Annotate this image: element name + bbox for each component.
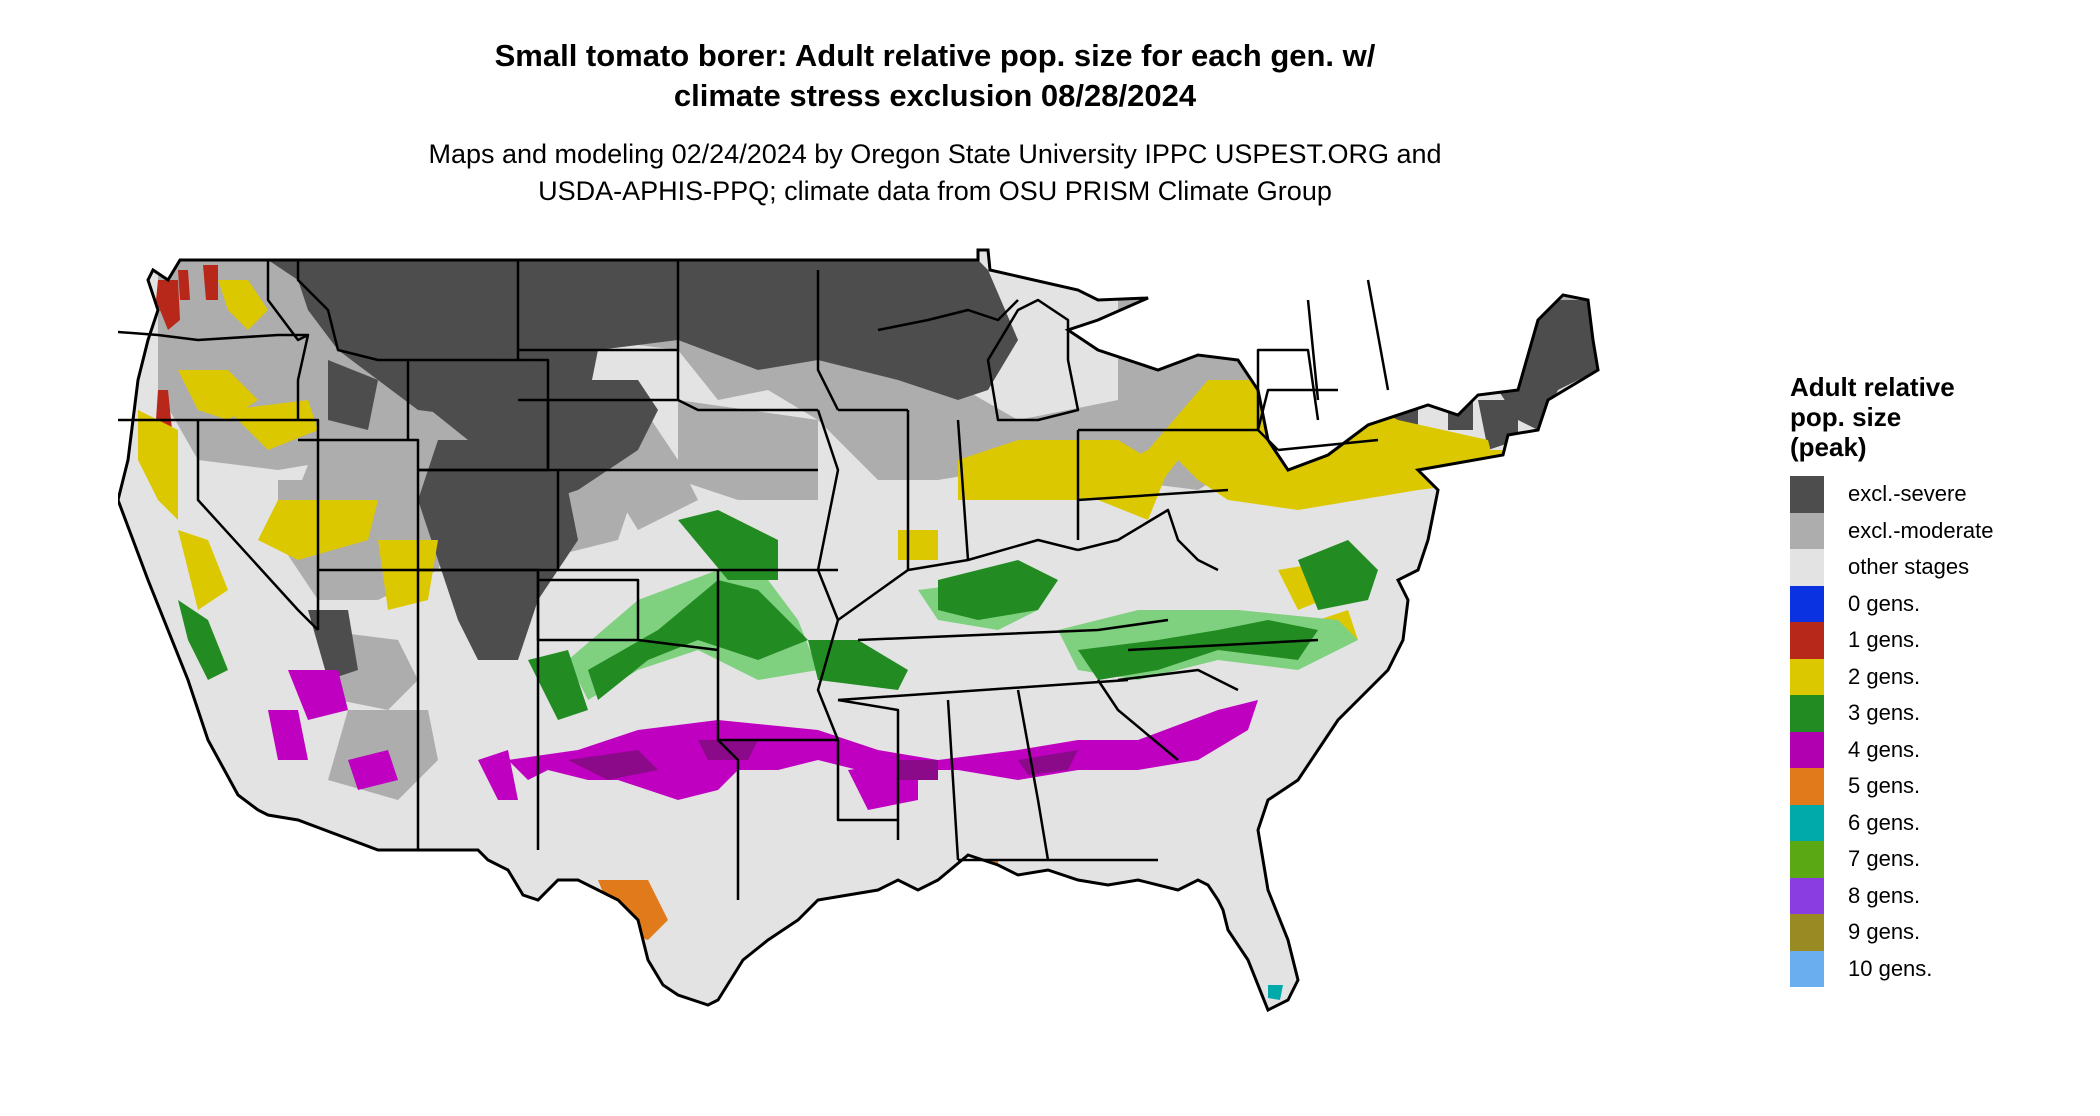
legend-swatch: [1790, 476, 1824, 513]
legend-item: 0 gens.: [1790, 585, 2080, 622]
legend-swatch: [1790, 695, 1824, 732]
title-line-1: Small tomato borer: Adult relative pop. …: [494, 38, 1376, 73]
legend-item: 2 gens.: [1790, 658, 2080, 695]
legend: Adult relative pop. size (peak) excl.-se…: [1790, 372, 2080, 987]
legend-title-line-1: Adult relative: [1790, 372, 1955, 402]
legend-swatch: [1790, 841, 1824, 878]
legend-label: 6 gens.: [1848, 809, 1921, 835]
legend-label: other stages: [1848, 554, 1970, 580]
legend-swatch: [1790, 585, 1824, 622]
legend-swatch: [1790, 950, 1824, 987]
legend-label: 5 gens.: [1848, 773, 1921, 799]
title-line-2: climate stress exclusion 08/28/2024: [673, 78, 1197, 113]
legend-item: 5 gens.: [1790, 768, 2080, 805]
legend-title-line-3: (peak): [1790, 432, 1867, 462]
legend-item: 4 gens.: [1790, 731, 2080, 768]
legend-swatch: [1790, 914, 1824, 951]
legend-item: 1 gens.: [1790, 622, 2080, 659]
subtitle-line-2: USDA-APHIS-PPQ; climate data from OSU PR…: [538, 176, 1332, 206]
subtitle-line-1: Maps and modeling 02/24/2024 by Oregon S…: [428, 139, 1442, 169]
legend-item: 8 gens.: [1790, 877, 2080, 914]
legend-item: other stages: [1790, 549, 2080, 586]
legend-title-line-2: pop. size: [1790, 402, 1902, 432]
excl-severe-regions: [268, 260, 1598, 680]
gen1-regions: [156, 265, 218, 450]
gen3-regions: [178, 510, 1378, 720]
legend-label: 4 gens.: [1848, 736, 1921, 762]
state-borders: [118, 260, 1390, 900]
map-subtitle: Maps and modeling 02/24/2024 by Oregon S…: [0, 136, 1870, 210]
legend-swatch: [1790, 658, 1824, 695]
legend-label: 10 gens.: [1848, 955, 1933, 981]
legend-item: 3 gens.: [1790, 695, 2080, 732]
legend-item: 10 gens.: [1790, 950, 2080, 987]
legend-swatch: [1790, 877, 1824, 914]
legend-item: excl.-severe: [1790, 476, 2080, 513]
legend-item: 7 gens.: [1790, 841, 2080, 878]
legend-label: 3 gens.: [1848, 700, 1921, 726]
legend-swatch: [1790, 731, 1824, 768]
legend-item: excl.-moderate: [1790, 512, 2080, 549]
us-map: [118, 248, 1600, 1012]
legend-swatch: [1790, 622, 1824, 659]
legend-title: Adult relative pop. size (peak): [1790, 372, 2080, 462]
legend-label: excl.-moderate: [1848, 517, 1994, 543]
map-fill: [118, 250, 1598, 1010]
legend-label: 7 gens.: [1848, 846, 1921, 872]
legend-label: excl.-severe: [1848, 481, 1967, 507]
legend-item: 6 gens.: [1790, 804, 2080, 841]
legend-item: 9 gens.: [1790, 914, 2080, 951]
gen4-regions: [268, 670, 1258, 810]
legend-swatch: [1790, 804, 1824, 841]
legend-swatch: [1790, 549, 1824, 586]
legend-label: 9 gens.: [1848, 919, 1921, 945]
legend-items: excl.-severe excl.-moderate other stages 0 …: [1790, 476, 2080, 987]
legend-label: 1 gens.: [1848, 627, 1921, 653]
legend-label: 8 gens.: [1848, 882, 1921, 908]
gen6-regions: [1268, 985, 1283, 1000]
legend-label: 2 gens.: [1848, 663, 1921, 689]
map-title: Small tomato borer: Adult relative pop. …: [0, 36, 1870, 116]
legend-swatch: [1790, 768, 1824, 805]
legend-label: 0 gens.: [1848, 590, 1921, 616]
legend-swatch: [1790, 512, 1824, 549]
